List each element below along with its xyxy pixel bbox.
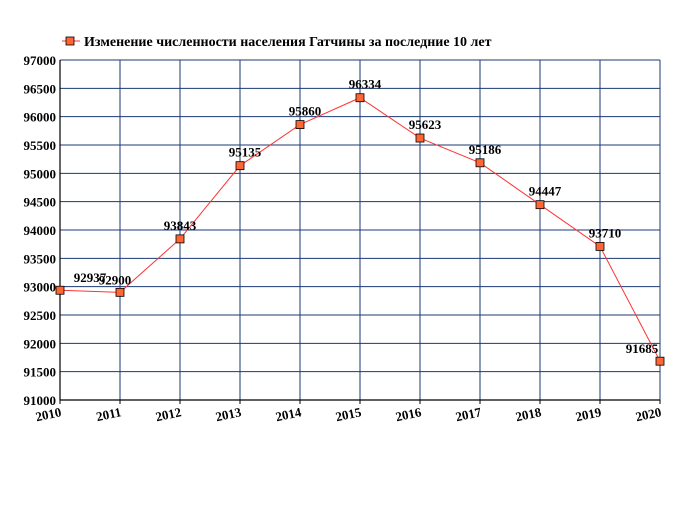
data-label: 91685 — [626, 341, 659, 356]
y-tick-label: 94500 — [24, 195, 57, 210]
axes — [59, 59, 661, 404]
x-tick-label: 2018 — [514, 404, 543, 424]
data-point-marker — [535, 200, 545, 210]
y-axis-tick-labels: 91000 91500 92000 92500 93000 93500 94000 94500… — [24, 53, 57, 408]
data-point-marker — [115, 287, 125, 297]
y-tick-label: 95500 — [24, 138, 57, 153]
y-tick-label: 91500 — [24, 365, 57, 380]
x-tick-label: 2012 — [154, 404, 183, 424]
data-point-marker — [235, 161, 245, 171]
data-point-marker — [475, 158, 485, 168]
data-label: 96334 — [349, 77, 382, 92]
x-axis-tick-labels: 2010 2011 2012 2013 2014 2015 2016 2017 2018 2019… — [34, 404, 663, 424]
y-tick-label: 96000 — [24, 110, 57, 125]
legend-marker — [65, 36, 75, 46]
x-tick-label: 2016 — [394, 404, 423, 424]
y-tick-label: 95000 — [24, 166, 57, 181]
data-label: 95186 — [469, 142, 502, 157]
data-label: 92900 — [99, 272, 132, 287]
data-label: 93710 — [589, 225, 622, 240]
x-tick-label: 2011 — [95, 404, 123, 424]
y-tick-label: 92000 — [24, 336, 57, 351]
data-point-marker — [595, 242, 605, 251]
data-label: 93843 — [164, 218, 197, 233]
y-tick-label: 92500 — [24, 308, 57, 323]
y-tick-label: 93000 — [24, 280, 57, 295]
x-tick-label: 2019 — [574, 404, 603, 424]
x-tick-label: 2017 — [454, 404, 483, 424]
x-tick-label: 2010 — [34, 404, 63, 424]
data-point-marker — [55, 285, 65, 295]
data-point-marker — [295, 120, 305, 129]
y-tick-label: 96500 — [24, 81, 57, 96]
legend-label: Изменение численности населения Гатчины … — [84, 35, 492, 50]
y-tick-label: 93500 — [24, 251, 57, 266]
data-label: 95135 — [229, 145, 262, 160]
data-point-marker — [355, 93, 365, 103]
data-label: 94447 — [529, 184, 562, 199]
data-point-marker — [655, 356, 665, 366]
x-tick-label: 2013 — [214, 404, 243, 424]
grid-lines — [60, 59, 661, 400]
legend: Изменение численности населения Гатчины … — [62, 35, 492, 50]
y-tick-label: 91000 — [24, 393, 57, 408]
data-point-marker — [175, 234, 185, 244]
x-tick-label: 2015 — [334, 404, 363, 424]
x-tick-label: 2014 — [274, 404, 303, 424]
x-tick-label: 2020 — [634, 404, 663, 424]
data-point-marker — [415, 133, 425, 143]
y-tick-label: 94000 — [24, 223, 57, 238]
data-label: 95623 — [409, 117, 442, 132]
y-tick-label: 97000 — [24, 53, 57, 68]
data-label: 95860 — [289, 104, 322, 119]
data-label: 92937 — [74, 270, 107, 285]
data-series — [55, 93, 665, 366]
